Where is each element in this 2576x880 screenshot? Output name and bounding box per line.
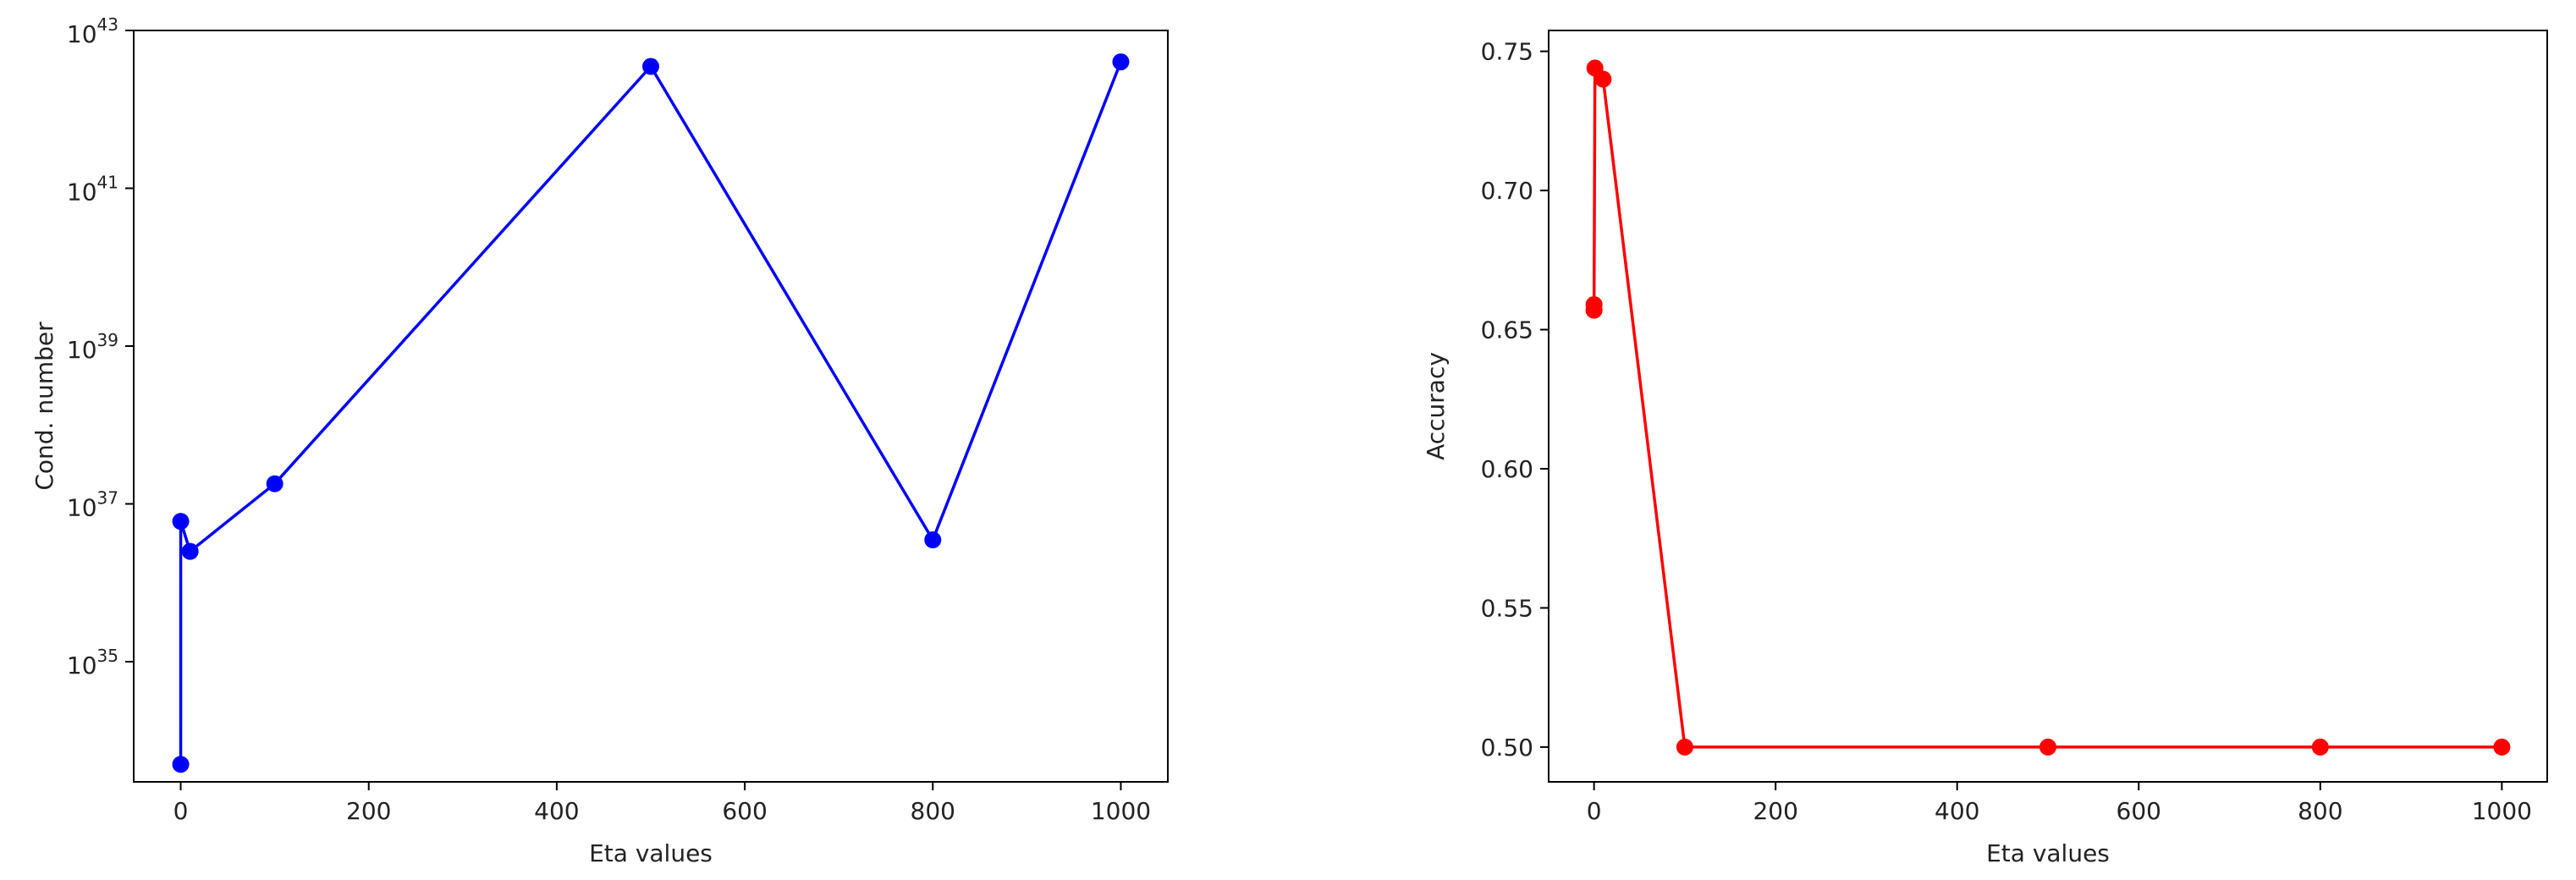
cond-number-data-point	[266, 475, 283, 492]
cond-number-data-point	[181, 542, 199, 560]
cond-number-y-tick-base: 10	[67, 178, 97, 206]
cond-number-y-tick-exponent: 35	[97, 646, 118, 666]
cond-number-y-tick-exponent: 39	[97, 330, 118, 350]
cond-number-y-tick-base: 10	[67, 20, 97, 48]
accuracy-y-tick-label: 0.70	[1481, 177, 1533, 205]
accuracy-y-tick-label: 0.75	[1481, 38, 1533, 66]
cond-number-y-tick-label: 1037	[67, 487, 118, 521]
accuracy-data-point	[1676, 738, 1693, 756]
accuracy-x-tick-label: 1000	[2472, 797, 2532, 825]
accuracy-data-point	[1585, 301, 1603, 319]
accuracy-x-tick-label: 200	[1753, 797, 1797, 825]
accuracy-x-tick-label: 600	[2116, 797, 2161, 825]
cond-number-y-tick-base: 10	[67, 652, 97, 679]
cond-number-data-point	[172, 756, 190, 773]
cond-number-x-tick-label: 200	[346, 797, 391, 825]
cond-number-x-tick-label: 1000	[1091, 797, 1151, 825]
cond-number-data-point	[642, 58, 659, 75]
accuracy-x-tick-label: 800	[2298, 797, 2342, 825]
accuracy-y-axis-label: Accuracy	[1422, 352, 1450, 460]
accuracy-ticks: 0 200 400 600 800 1000 0.50 0.55 0.60 0.65 0.70 0.7…	[1481, 38, 2532, 825]
cond-number-x-tick-label: 600	[722, 797, 767, 825]
cond-number-y-tick-base: 10	[67, 336, 97, 364]
cond-number-y-tick-label: 1043	[67, 14, 118, 48]
accuracy-plot-frame	[1548, 30, 2548, 783]
accuracy-data-point	[2311, 738, 2329, 756]
cond-number-y-tick-label: 1035	[67, 646, 118, 679]
cond-number-data-point	[924, 531, 942, 549]
cond-number-y-tick-exponent: 37	[97, 487, 118, 508]
cond-number-y-axis-label: Cond. number	[30, 322, 58, 491]
accuracy-y-tick-label: 0.50	[1481, 734, 1533, 762]
accuracy-data-point	[2039, 738, 2056, 756]
accuracy-y-tick-label: 0.65	[1481, 316, 1533, 344]
accuracy-y-tick-label: 0.60	[1481, 455, 1533, 483]
cond-number-x-axis-label: Eta values	[589, 839, 713, 867]
cond-number-y-tick-label: 1039	[67, 330, 118, 364]
cond-number-data-point	[172, 513, 190, 531]
cond-number-data-point	[1112, 53, 1130, 71]
cond-number-y-tick-label: 1041	[67, 172, 118, 206]
accuracy-data-point	[2493, 738, 2511, 756]
cond-number-y-tick-exponent: 41	[97, 172, 118, 192]
cond-number-x-tick-label: 800	[911, 797, 955, 825]
cond-number-y-tick-exponent: 43	[97, 14, 118, 35]
accuracy-x-tick-label: 400	[1935, 797, 1979, 825]
accuracy-x-axis-label: Eta values	[1986, 839, 2110, 867]
accuracy-chart: 0 200 400 600 800 1000 0.50 0.55 0.60 0.65 0.70 0.7…	[1422, 30, 2548, 867]
cond-number-series	[172, 53, 1130, 773]
cond-number-y-tick-base: 10	[67, 493, 97, 521]
cond-number-x-tick-label: 0	[173, 797, 189, 825]
cond-number-x-tick-label: 400	[534, 797, 579, 825]
accuracy-data-point	[1594, 70, 1612, 88]
accuracy-series	[1585, 59, 2511, 756]
accuracy-y-tick-label: 0.55	[1481, 594, 1533, 622]
cond-number-plot-frame	[133, 30, 1169, 783]
accuracy-x-tick-label: 0	[1587, 797, 1602, 825]
